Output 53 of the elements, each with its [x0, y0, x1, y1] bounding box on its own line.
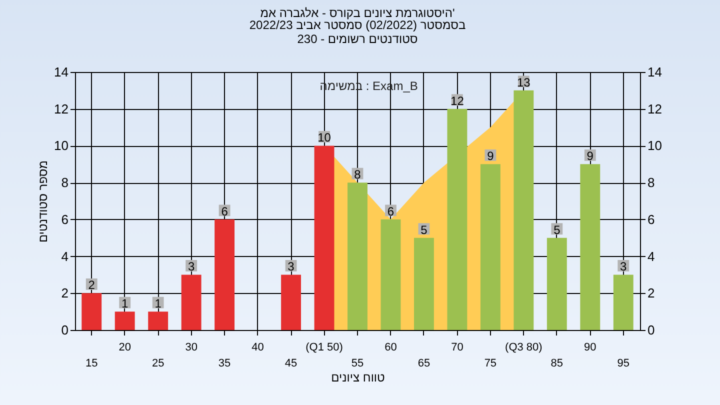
x-tick-label: 60 — [384, 342, 397, 354]
y2-tick-label: 2 — [648, 286, 655, 301]
y2-tick-label: 12 — [648, 101, 662, 116]
y2-tick-label: 14 — [648, 64, 662, 80]
data-label: 1 — [154, 296, 162, 311]
x-tick-label: 75 — [484, 358, 497, 370]
y-axis-title: מספר סטודנטים — [36, 160, 50, 243]
data-label: 5 — [554, 222, 561, 237]
y2-tick-label: 4 — [648, 248, 655, 264]
x-tick-label: 15 — [85, 358, 98, 370]
x-tick-label: 85 — [550, 358, 564, 370]
y2-tick-label: 8 — [648, 175, 655, 190]
y2-tick-label: 6 — [648, 212, 655, 227]
chart-title: היסטוגרמת ציונים בקורס - אלגברה אמ' — [260, 6, 455, 20]
x-tick-label: 40 — [252, 342, 264, 354]
data-label: 3 — [188, 260, 195, 274]
y2-tick-label: 10 — [648, 138, 662, 154]
x-tick-label: 35 — [218, 358, 231, 370]
data-label: 1 — [122, 296, 129, 311]
x-tick-label: 65 — [418, 358, 430, 370]
data-label: 2 — [88, 278, 96, 292]
x-tick-label: 90 — [584, 342, 596, 354]
data-label: 8 — [354, 168, 362, 182]
x-tick-label: 70 — [451, 342, 464, 354]
data-label: 3 — [620, 260, 628, 274]
y-tick-label: 2 — [61, 286, 68, 301]
x-tick-label: 95 — [617, 358, 630, 370]
x-tick-label: (Q1 50) — [306, 342, 343, 354]
data-label: 9 — [487, 149, 494, 164]
y2-tick-label: 0 — [648, 322, 655, 338]
data-label: 6 — [387, 204, 394, 218]
chart-subtitle: בסמסטר (02/2022) סמסטר אביב 2022/23 סטודנטים רשומים - 230 — [249, 18, 466, 46]
x-tick-label: 45 — [284, 358, 298, 370]
y-tick-label: 8 — [61, 175, 68, 190]
x-tick-label: 55 — [351, 358, 364, 370]
x-axis-title: טווח ציונים — [331, 370, 386, 384]
data-label: 3 — [288, 260, 295, 274]
x-tick-label: (Q3 80) — [505, 342, 542, 354]
data-label: 12 — [450, 94, 464, 108]
data-label: 9 — [586, 149, 594, 164]
x-tick-label: 30 — [185, 342, 198, 354]
y-tick-label: 4 — [61, 248, 68, 264]
y-tick-label: 6 — [61, 212, 68, 227]
x-tick-label: 20 — [118, 342, 131, 354]
y-tick-label: 10 — [54, 138, 68, 154]
data-label: 10 — [318, 130, 332, 145]
y-tick-label: 0 — [61, 322, 68, 338]
data-label: 6 — [221, 204, 228, 218]
data-label: 13 — [516, 75, 531, 90]
y-tick-label: 14 — [54, 64, 68, 80]
y-tick-label: 12 — [54, 101, 68, 116]
x-tick-label: 25 — [152, 358, 164, 370]
data-label: 5 — [420, 222, 428, 237]
